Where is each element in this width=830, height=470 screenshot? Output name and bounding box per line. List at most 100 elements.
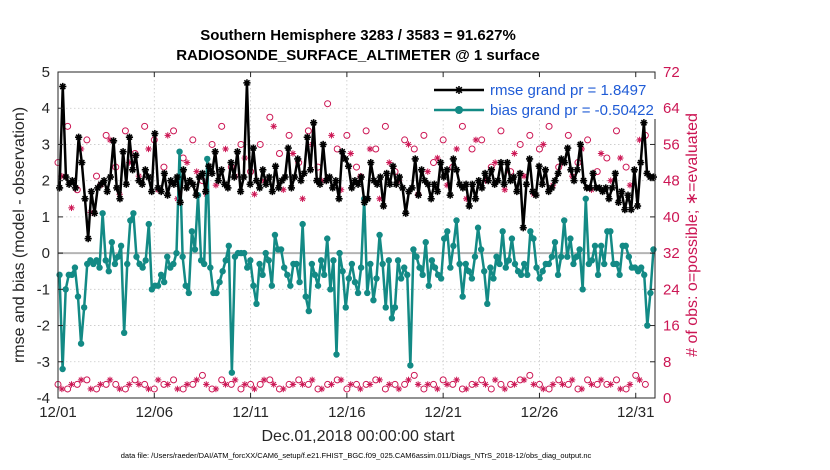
evaluated-obs-marker [395,385,403,393]
evaluated-obs-marker [424,381,431,388]
bias-point [320,271,328,279]
rmse-point [376,173,384,181]
evaluated-obs-marker-stroke [184,159,190,166]
rmse-point [68,177,76,185]
evaluated-obs-marker [482,381,489,388]
evaluated-obs-marker [540,385,547,393]
bias-point [253,300,260,308]
evaluated-obs-marker-stroke [174,386,181,392]
evaluated-obs-marker-stroke [425,168,431,175]
bias-point [447,264,454,271]
possible-obs-marker [584,136,592,144]
rmse-point [522,180,530,188]
x-tick-label: 12/16 [328,404,366,421]
bias-point [456,260,463,268]
bias-point [240,249,248,257]
rmse-point [541,166,550,174]
rmse-point-stroke [288,184,295,192]
rmse-point-stroke [453,166,460,173]
evaluated-obs-marker [193,168,200,175]
evaluated-obs-marker-stroke [290,381,296,388]
evaluated-obs-marker-stroke [492,159,498,166]
evaluated-obs-marker-stroke [367,381,373,388]
rmse-point-stroke [424,181,432,188]
evaluated-obs-marker-stroke [405,377,412,383]
rmse-point-stroke [119,148,127,155]
possible-obs-marker [112,380,120,388]
rmse-point-stroke [113,184,120,192]
rmse-point-stroke [589,170,597,177]
evaluated-obs-marker-stroke [636,377,643,383]
evaluated-obs-marker [126,381,133,388]
rmse-point-stroke [269,188,276,195]
evaluated-obs-marker [357,385,364,393]
rmse-point [116,195,124,203]
rmse-point-stroke [389,163,397,170]
bias-point [176,148,183,155]
rmse-point [268,187,276,196]
possible-obs-marker [622,163,630,171]
right-tick-label: 8 [663,354,671,371]
evaluated-obs-marker [578,385,586,393]
evaluated-obs-marker-stroke [511,150,518,157]
evaluated-obs-marker-stroke [222,381,229,388]
evaluated-obs-marker-stroke [328,381,335,388]
evaluated-obs-marker-stroke [107,377,113,383]
rmse-point-stroke [170,181,178,188]
chart-title: Southern Hemisphere 3283 / 3583 = 91.627… [200,27,516,44]
bias-point [333,351,340,358]
evaluated-obs-marker-stroke [213,182,219,188]
bias-point [354,289,362,297]
rmse-point-stroke [577,141,584,148]
bias-point [259,271,266,279]
possible-obs-marker [343,385,351,393]
rmse-point [433,187,442,196]
bias-point [388,315,396,322]
legend-bias-marker [455,106,463,114]
rmse-point [379,202,388,210]
rmse-point-stroke [532,192,540,199]
rmse-point [227,158,235,167]
evaluated-obs-marker [520,376,528,384]
rmse-point-stroke [351,177,359,184]
rmse-point [551,177,559,185]
bias-point [607,228,614,235]
evaluated-obs-marker [568,376,576,384]
evaluated-obs-marker [414,381,422,388]
rmse-point [310,119,318,127]
rmse-point-stroke [450,155,457,163]
bias-point [561,217,568,224]
rmse-point [205,162,213,170]
evaluated-obs-marker-stroke [627,182,633,188]
evaluated-obs-marker [299,195,306,202]
rmse-point-stroke [488,166,495,173]
evaluated-obs-marker [472,136,480,144]
legend-bias-label: bias grand pr = -0.50422 [490,102,654,119]
bias-point [62,286,69,293]
bias-point [490,275,497,282]
evaluated-obs-marker-stroke [376,377,383,383]
rmse-point [113,184,121,192]
chart-subtitle: RADIOSONDE_SURFACE_ALTIMETER @ 1 surface [176,47,540,64]
possible-obs-marker [526,131,534,139]
possible-obs-marker [372,145,380,153]
rmse-point-stroke [139,181,146,188]
rmse-point-stroke [561,159,568,166]
x-tick-label: 12/31 [617,404,655,421]
bias-point [191,246,199,253]
rmse-point-stroke [250,144,257,152]
evaluated-obs-marker-stroke [521,377,527,383]
rmse-point-stroke [243,79,251,86]
rmse-point-stroke [227,159,235,166]
rmse-point-stroke [316,181,324,188]
evaluated-obs-marker-stroke [598,150,604,157]
rmse-point [262,180,270,188]
possible-obs-marker [353,163,360,171]
rmse-point-stroke [421,177,428,184]
x-tick-label: 12/01 [39,404,77,421]
possible-obs-marker [131,376,139,384]
rmse-point [618,187,626,196]
rmse-point [478,184,486,192]
possible-obs-marker [83,376,91,384]
rmse-point-stroke [148,188,155,195]
